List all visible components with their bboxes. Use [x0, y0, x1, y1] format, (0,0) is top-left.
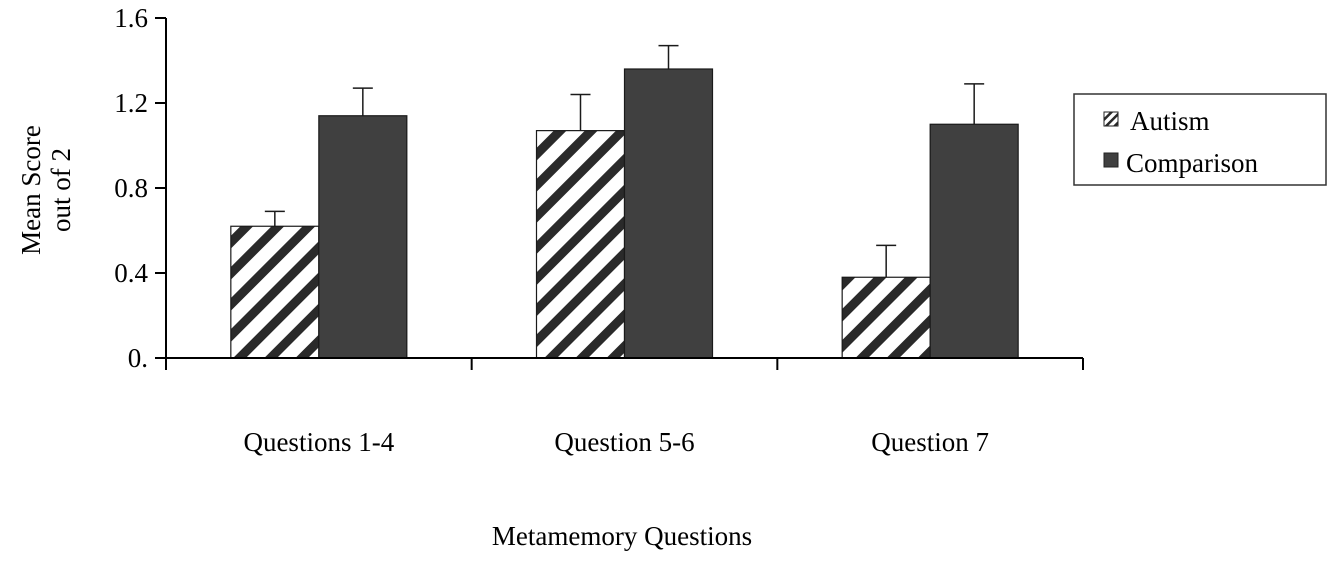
bar-autism-3 — [841, 276, 931, 359]
bar-comparison-1 — [318, 115, 408, 359]
error-bar-autism-1 — [264, 210, 285, 227]
x-tick-label: Question 5-6 — [554, 427, 694, 457]
axes: 0. 0.4 0.8 1.2 1.6 Questions 1-4 Question 5-6 Q… — [114, 3, 1084, 457]
legend-box — [1073, 93, 1327, 186]
legend-label-autism: Autism — [1130, 106, 1210, 136]
legend-label-comparison: Comparison — [1126, 148, 1258, 178]
x-axis-title: Metamemory Questions — [492, 521, 752, 551]
y-tick-label: 1.6 — [114, 3, 148, 33]
legend-swatch-comparison — [1103, 152, 1119, 168]
bar-comparison-3 — [929, 123, 1019, 359]
bar-autism-1 — [230, 225, 320, 359]
error-bar-comparison-1 — [352, 87, 373, 116]
error-bar-comparison-2 — [658, 44, 679, 69]
bar-comparison-2 — [623, 68, 714, 359]
y-axis-title: Mean Score out of 2 — [16, 125, 76, 255]
error-bar-comparison-3 — [964, 83, 985, 125]
error-bar-autism-3 — [876, 244, 897, 278]
legend: Autism Comparison — [1073, 93, 1327, 186]
error-bar-autism-2 — [570, 93, 591, 131]
x-tick-label: Questions 1-4 — [243, 427, 394, 457]
plot-area — [230, 44, 1019, 359]
y-tick-label: 1.2 — [114, 88, 148, 118]
y-tick-label: 0. — [128, 343, 148, 373]
legend-swatch-autism — [1103, 111, 1119, 127]
y-axis-title-line-1: Mean Score — [16, 125, 46, 255]
x-tick-label: Question 7 — [871, 427, 989, 457]
y-tick-label: 0.4 — [114, 258, 148, 288]
y-axis-title-line-2: out of 2 — [46, 148, 76, 232]
bar-autism-2 — [535, 130, 626, 359]
y-tick-label: 0.8 — [114, 173, 148, 203]
